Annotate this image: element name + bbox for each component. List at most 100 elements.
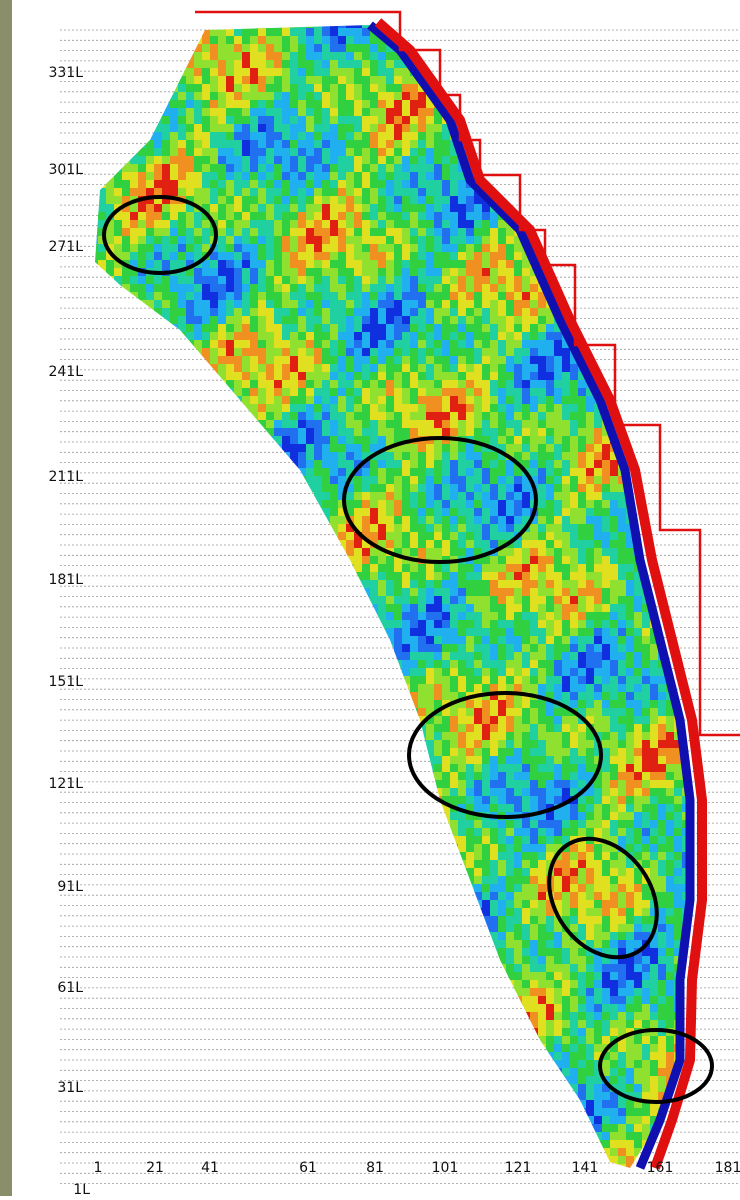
heat-cell — [538, 44, 547, 53]
heat-cell — [274, 524, 283, 533]
heat-cell — [442, 228, 451, 237]
heat-cell — [90, 308, 99, 317]
heat-cell — [554, 148, 563, 157]
heat-cell — [626, 188, 635, 197]
heat-cell — [162, 180, 171, 189]
heat-cell — [498, 76, 507, 85]
heat-cell — [434, 508, 443, 517]
heat-cell — [178, 412, 187, 421]
heat-cell — [114, 52, 123, 61]
heat-cell — [666, 316, 675, 325]
heat-cell — [530, 396, 539, 405]
heat-cell — [442, 420, 451, 429]
heat-cell — [90, 300, 99, 309]
heat-cell — [282, 436, 291, 445]
heat-cell — [578, 468, 587, 477]
heat-cell — [690, 356, 699, 365]
heat-cell — [690, 140, 699, 149]
heat-cell — [410, 172, 419, 181]
heat-cell — [354, 412, 363, 421]
heat-cell — [482, 420, 491, 429]
heat-cell — [402, 396, 411, 405]
heat-cell — [154, 276, 163, 285]
heat-cell — [194, 508, 203, 517]
heat-cell — [698, 468, 707, 477]
heat-cell — [690, 268, 699, 277]
heat-cell — [450, 452, 459, 461]
heat-cell — [266, 516, 275, 525]
heat-cell — [370, 180, 379, 189]
heat-cell — [298, 268, 307, 277]
heat-cell — [170, 284, 179, 293]
heat-cell — [538, 308, 547, 317]
heat-cell — [626, 156, 635, 165]
heat-cell — [682, 92, 691, 101]
heat-cell — [354, 92, 363, 101]
heat-cell — [474, 468, 483, 477]
heat-cell — [434, 396, 443, 405]
heat-cell — [546, 148, 555, 157]
heat-cell — [362, 236, 371, 245]
heat-cell — [450, 228, 459, 237]
heat-cell — [594, 460, 603, 469]
heat-cell — [122, 436, 131, 445]
heat-cell — [162, 156, 171, 165]
heat-cell — [650, 140, 659, 149]
heat-cell — [282, 260, 291, 269]
heat-cell — [634, 340, 643, 349]
heat-cell — [402, 172, 411, 181]
heat-cell — [130, 20, 139, 29]
heat-cell — [594, 452, 603, 461]
heat-cell — [378, 292, 387, 301]
heat-cell — [578, 228, 587, 237]
heat-cell — [234, 204, 243, 213]
heat-cell — [562, 396, 571, 405]
heat-cell — [250, 380, 259, 389]
heat-cell — [114, 284, 123, 293]
heat-cell — [666, 124, 675, 133]
heat-cell — [394, 372, 403, 381]
heat-cell — [354, 276, 363, 285]
heat-cell — [146, 68, 155, 77]
heat-cell — [554, 140, 563, 149]
heat-cell — [138, 20, 147, 29]
heat-cell — [466, 100, 475, 109]
heat-cell — [314, 52, 323, 61]
heat-cell — [554, 428, 563, 437]
heat-cell — [434, 276, 443, 285]
heat-cell — [354, 156, 363, 165]
heat-cell — [154, 364, 163, 373]
heat-cell — [274, 500, 283, 509]
heat-cell — [434, 380, 443, 389]
heat-cell — [370, 380, 379, 389]
heat-cell — [250, 356, 259, 365]
heat-cell — [282, 220, 291, 229]
heat-cell — [314, 44, 323, 53]
heat-cell — [690, 380, 699, 389]
heat-cell — [378, 380, 387, 389]
heat-cell — [98, 140, 107, 149]
heat-cell — [490, 340, 499, 349]
heat-cell — [386, 452, 395, 461]
heat-cell — [170, 260, 179, 269]
heat-cell — [410, 84, 419, 93]
heat-cell — [594, 100, 603, 109]
heat-cell — [218, 364, 227, 373]
heat-cell — [322, 260, 331, 269]
heat-cell — [130, 516, 139, 525]
heat-cell — [530, 420, 539, 429]
heat-cell — [138, 500, 147, 509]
heat-cell — [482, 220, 491, 229]
heat-cell — [146, 20, 155, 29]
heat-cell — [466, 300, 475, 309]
heat-cell — [114, 28, 123, 37]
heat-cell — [210, 300, 219, 309]
heat-cell — [466, 388, 475, 397]
heat-cell — [306, 124, 315, 133]
heat-cell — [394, 332, 403, 341]
heat-cell — [362, 188, 371, 197]
heat-cell — [114, 428, 123, 437]
heat-cell — [242, 300, 251, 309]
heat-cell — [250, 428, 259, 437]
heat-cell — [394, 100, 403, 109]
